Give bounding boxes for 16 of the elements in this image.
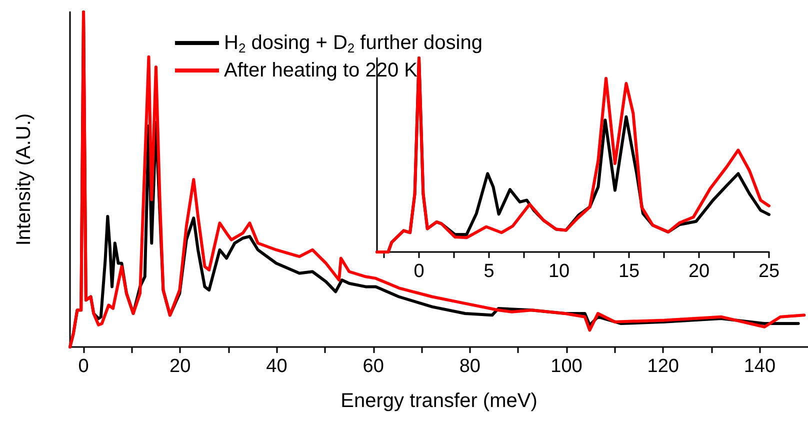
x-tick-label: 0	[414, 261, 424, 282]
x-tick-label: 20	[688, 261, 710, 282]
x-tick-label: 140	[744, 356, 776, 377]
y-axis-title: Intensity (A.U.)	[13, 113, 35, 246]
x-tick-label: 100	[550, 356, 582, 377]
x-tick-label: 20	[170, 356, 191, 377]
x-tick-label: 40	[266, 356, 288, 377]
x-tick-label: 120	[647, 356, 679, 377]
x-tick-label: 5	[484, 261, 494, 282]
x-tick-label: 60	[362, 356, 384, 377]
x-tick-label: 0	[78, 356, 89, 377]
x-tick-label: 80	[459, 356, 480, 377]
x-tick-label: 10	[548, 261, 570, 282]
x-axis-title: Energy transfer (meV)	[340, 390, 538, 412]
x-tick-label: 15	[618, 261, 640, 282]
x-tick-label: 25	[758, 261, 780, 282]
